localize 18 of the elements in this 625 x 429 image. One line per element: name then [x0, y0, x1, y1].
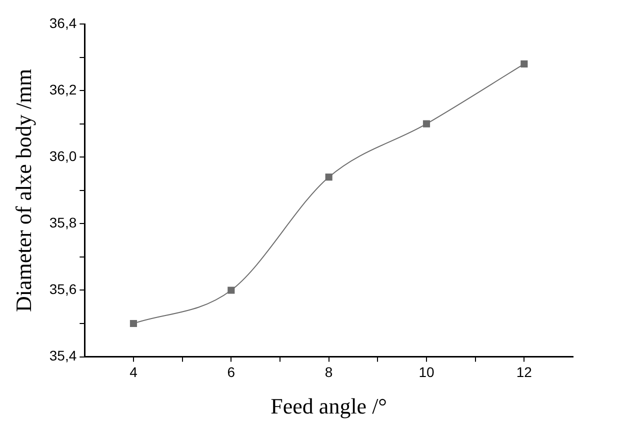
point [520, 60, 528, 68]
y-tick-label: 35,6 [49, 281, 77, 298]
x-tick-label: 12 [516, 364, 532, 380]
x-tick-label: 8 [324, 364, 333, 380]
x-tick-label: 6 [227, 364, 236, 380]
y-axis-title: Diameter of alxe body /mm [10, 68, 36, 312]
point [228, 286, 235, 294]
point [325, 174, 332, 181]
x-tick-label: 4 [130, 364, 138, 380]
point [130, 320, 138, 328]
y-tick-label: 35,4 [49, 348, 77, 364]
y-tick-label: 36,0 [49, 148, 77, 164]
x-tick-label: 10 [418, 364, 434, 380]
x-axis-title: Feed angle /° [270, 394, 387, 419]
y-tick-label: 35,8 [49, 214, 77, 231]
y-tick-label: 36,4 [49, 14, 77, 31]
point [422, 120, 430, 128]
y-tick-label: 36,2 [49, 81, 77, 98]
